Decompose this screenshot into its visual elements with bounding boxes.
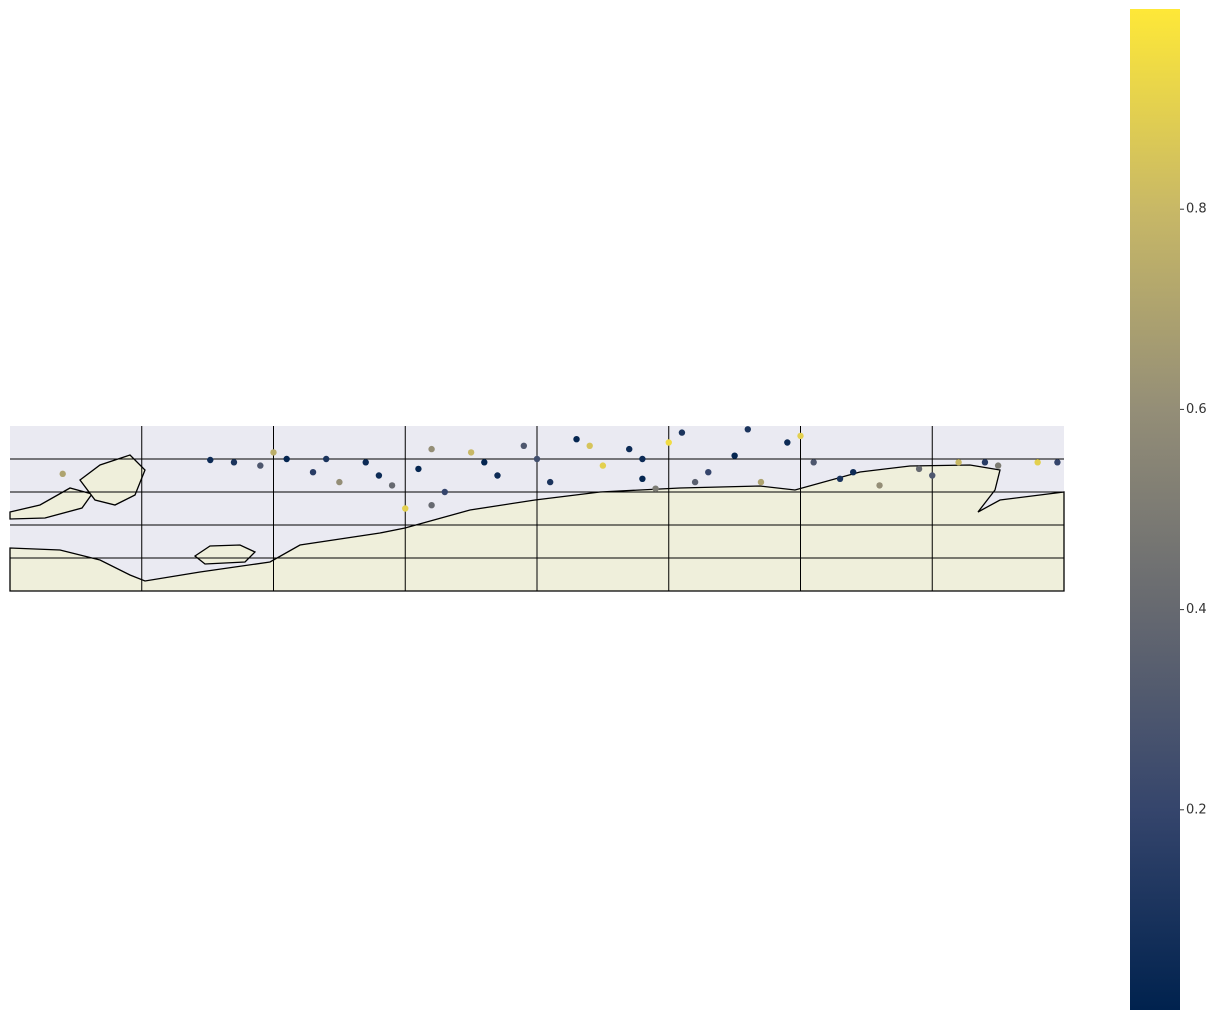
data-point bbox=[744, 426, 751, 433]
data-point bbox=[481, 459, 488, 466]
data-point bbox=[836, 475, 844, 482]
data-point bbox=[573, 436, 580, 443]
data-point bbox=[797, 432, 804, 440]
data-point bbox=[705, 469, 712, 476]
data-point bbox=[257, 462, 264, 469]
data-point bbox=[362, 459, 369, 466]
data-point bbox=[639, 455, 646, 463]
data-point bbox=[784, 439, 791, 446]
data-point bbox=[1034, 459, 1041, 466]
data-point bbox=[955, 459, 962, 466]
data-point bbox=[270, 449, 277, 456]
data-point bbox=[546, 478, 554, 486]
data-point bbox=[757, 478, 765, 486]
data-point bbox=[336, 478, 343, 486]
data-point bbox=[652, 485, 659, 492]
data-point bbox=[850, 469, 857, 476]
data-point bbox=[1054, 459, 1061, 466]
data-point bbox=[402, 505, 409, 512]
data-point bbox=[665, 439, 672, 446]
colorbar-tick-label: 0.2 bbox=[1186, 802, 1207, 817]
data-point bbox=[428, 445, 435, 453]
data-point bbox=[929, 472, 936, 479]
data-point bbox=[599, 462, 607, 469]
data-point bbox=[467, 449, 475, 456]
data-point bbox=[388, 482, 396, 489]
data-point bbox=[520, 442, 528, 449]
coastline bbox=[9, 487, 94, 520]
data-point bbox=[494, 472, 501, 479]
data-point bbox=[441, 488, 448, 496]
data-point bbox=[375, 472, 383, 479]
data-point bbox=[994, 462, 1002, 469]
data-point bbox=[626, 445, 633, 453]
data-point bbox=[283, 455, 290, 463]
data-point bbox=[207, 456, 214, 464]
data-point bbox=[415, 465, 422, 473]
data-point bbox=[691, 478, 699, 486]
colorbar bbox=[1130, 9, 1180, 1010]
data-point bbox=[59, 470, 66, 478]
data-point bbox=[915, 465, 923, 473]
data-point bbox=[876, 482, 883, 489]
data-point bbox=[731, 452, 738, 459]
data-point bbox=[309, 469, 317, 476]
data-point bbox=[428, 502, 435, 509]
data-point bbox=[981, 459, 989, 466]
data-point bbox=[810, 459, 817, 466]
data-point bbox=[586, 442, 593, 449]
data-point bbox=[639, 475, 646, 482]
colorbar-tick-label: 0.4 bbox=[1186, 602, 1207, 617]
colorbar-tick-label: 0.8 bbox=[1186, 202, 1207, 217]
data-point bbox=[230, 459, 238, 466]
colorbar-tick-label: 0.6 bbox=[1186, 402, 1207, 417]
data-point bbox=[678, 429, 686, 436]
data-point bbox=[323, 455, 330, 463]
data-point bbox=[533, 455, 541, 463]
coastline bbox=[193, 544, 257, 565]
